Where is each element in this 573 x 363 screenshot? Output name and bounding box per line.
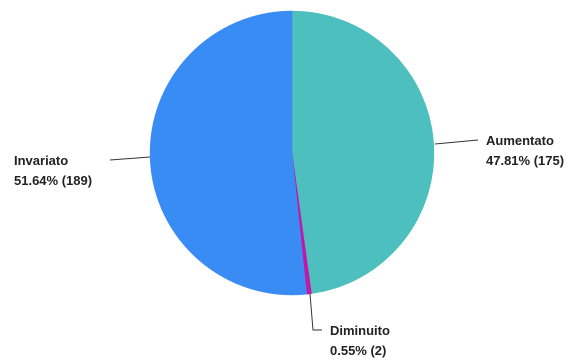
leader-line-invariato [109, 156, 151, 161]
slice-label-aumentato: Aumentato [486, 133, 554, 148]
slice-value-diminuito: 0.55% (2) [330, 343, 386, 358]
pie-slices [149, 10, 435, 296]
slice-value-invariato: 51.64% (189) [14, 173, 92, 188]
leader-line-aumentato [434, 139, 479, 145]
pie-slice-invariato [149, 10, 307, 296]
pie-slice-aumentato [291, 10, 435, 294]
slice-value-aumentato: 47.81% (175) [486, 153, 564, 168]
slice-label-diminuito: Diminuito [330, 323, 390, 338]
slice-label-invariato: Invariato [14, 153, 68, 168]
leader-line-diminuito [309, 293, 322, 331]
